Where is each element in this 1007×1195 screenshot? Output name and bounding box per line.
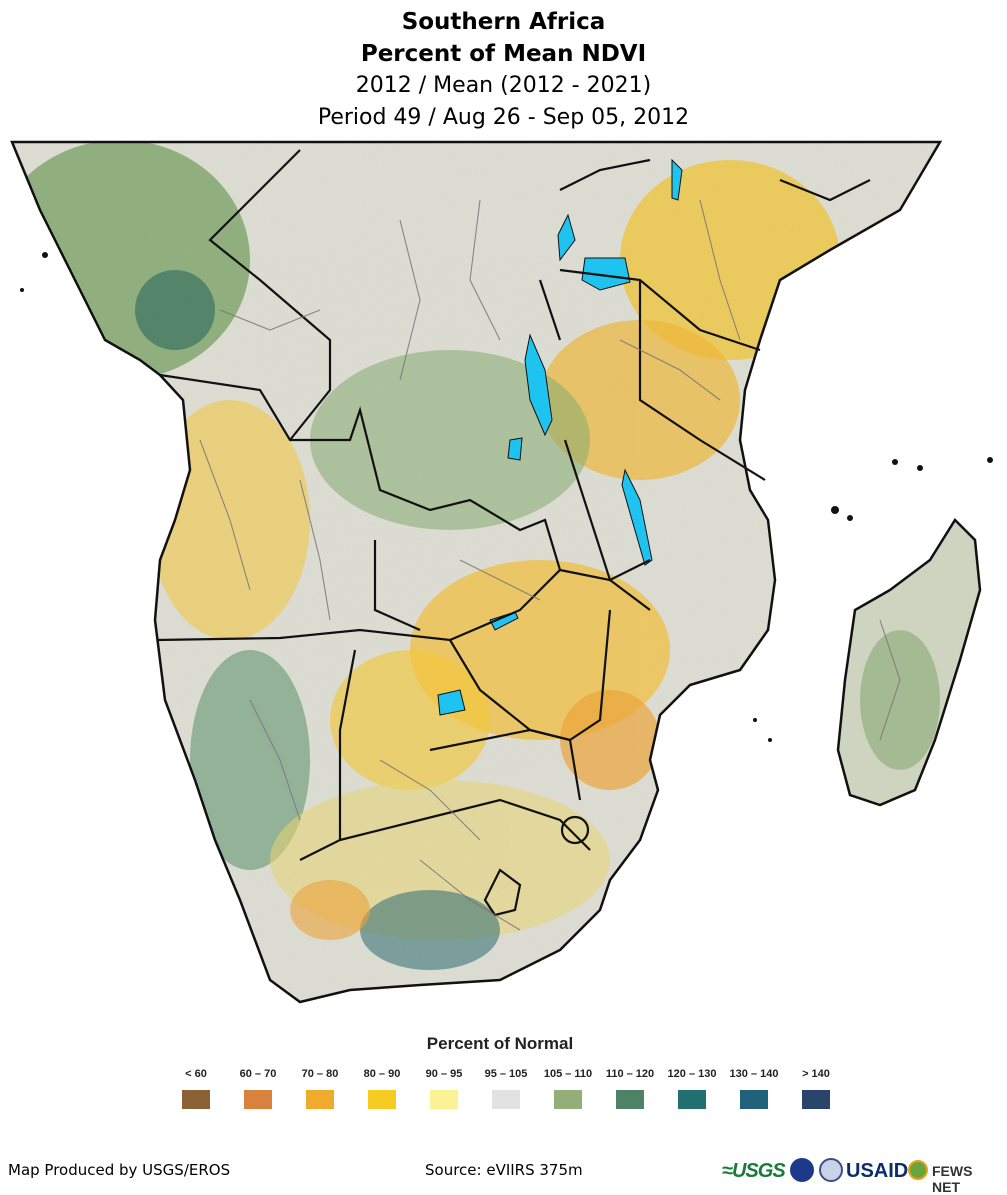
legend-title: Percent of Normal — [426, 1034, 574, 1053]
okavango — [437, 689, 466, 716]
map-title-block: Southern Africa Percent of Mean NDVI 201… — [0, 6, 1007, 134]
legend-swatch — [368, 1090, 396, 1109]
national-borders — [157, 149, 871, 917]
lake-tanganyika — [524, 333, 553, 437]
legend-label: 80 – 90 — [363, 1068, 401, 1080]
legend-swatch — [430, 1090, 458, 1109]
usgs-logo: ≈USGS — [722, 1160, 786, 1182]
legend-swatch — [492, 1090, 520, 1109]
fews-net-logo: FEWS NET — [932, 1163, 973, 1195]
fews-globe-icon — [908, 1160, 928, 1180]
legend-label: 90 – 95 — [425, 1068, 463, 1080]
legend: < 60 60 – 70 70 – 80 80 – 90 90 – 95 95 … — [168, 1068, 848, 1116]
legend-item: 70 – 80 — [292, 1068, 348, 1109]
legend-item: 60 – 70 — [230, 1068, 286, 1109]
map-subtitle-period: Period 49 / Aug 26 - Sep 05, 2012 — [317, 105, 690, 130]
lake-victoria — [581, 257, 631, 291]
legend-label: 95 – 105 — [484, 1068, 528, 1080]
legend-label: 120 – 130 — [667, 1068, 717, 1080]
legend-swatch — [306, 1090, 334, 1109]
legend-item: 90 – 95 — [416, 1068, 472, 1109]
lake-albert — [557, 213, 576, 262]
ndvi-map-svg — [10, 140, 993, 1004]
legend-swatch — [616, 1090, 644, 1109]
legend-item: > 140 — [788, 1068, 844, 1109]
legend-swatch — [802, 1090, 830, 1109]
legend-item: 110 – 120 — [602, 1068, 658, 1109]
madagascar — [836, 518, 982, 807]
islands — [20, 252, 993, 742]
lake-malawi — [621, 468, 653, 566]
producer-credit: Map Produced by USGS/EROS — [8, 1161, 231, 1179]
legend-swatch — [678, 1090, 706, 1109]
legend-swatch — [244, 1090, 272, 1109]
legend-swatch — [554, 1090, 582, 1109]
legend-label: 60 – 70 — [239, 1068, 277, 1080]
admin-boundaries — [199, 199, 901, 931]
source-credit: Source: eVIIRS 375m — [425, 1161, 583, 1179]
legend-label: 110 – 120 — [605, 1068, 655, 1080]
ndvi-map — [0, 140, 1007, 1020]
legend-item: 105 – 110 — [540, 1068, 596, 1109]
legend-label: > 140 — [802, 1068, 830, 1080]
lake-mweru — [507, 437, 523, 461]
legend-item: 130 – 140 — [726, 1068, 782, 1109]
legend-swatch — [740, 1090, 768, 1109]
usaid-logo: USAID — [846, 1160, 909, 1182]
map-subtitle-years: 2012 / Mean (2012 - 2021) — [355, 73, 652, 98]
lakes — [437, 158, 683, 716]
map-title-product: Percent of Mean NDVI — [360, 41, 647, 67]
legend-label: < 60 — [185, 1068, 207, 1080]
legend-swatch — [182, 1090, 210, 1109]
ndvi-anomaly-patches — [12, 142, 940, 1002]
noaa-seal-logo — [819, 1158, 843, 1182]
legend-label: 70 – 80 — [301, 1068, 339, 1080]
legend-item: 80 – 90 — [354, 1068, 410, 1109]
legend-label: 130 – 140 — [729, 1068, 779, 1080]
lake-turkana — [671, 158, 683, 201]
legend-item: < 60 — [168, 1068, 224, 1109]
map-title-region: Southern Africa — [401, 9, 606, 35]
legend-label: 105 – 110 — [543, 1068, 593, 1080]
partner-logos: ≈USGS USAID FEWS NET — [722, 1156, 1002, 1195]
legend-item: 120 – 130 — [664, 1068, 720, 1109]
legend-item: 95 – 105 — [478, 1068, 534, 1109]
mainland — [10, 140, 942, 1004]
nasa-logo — [790, 1158, 814, 1182]
